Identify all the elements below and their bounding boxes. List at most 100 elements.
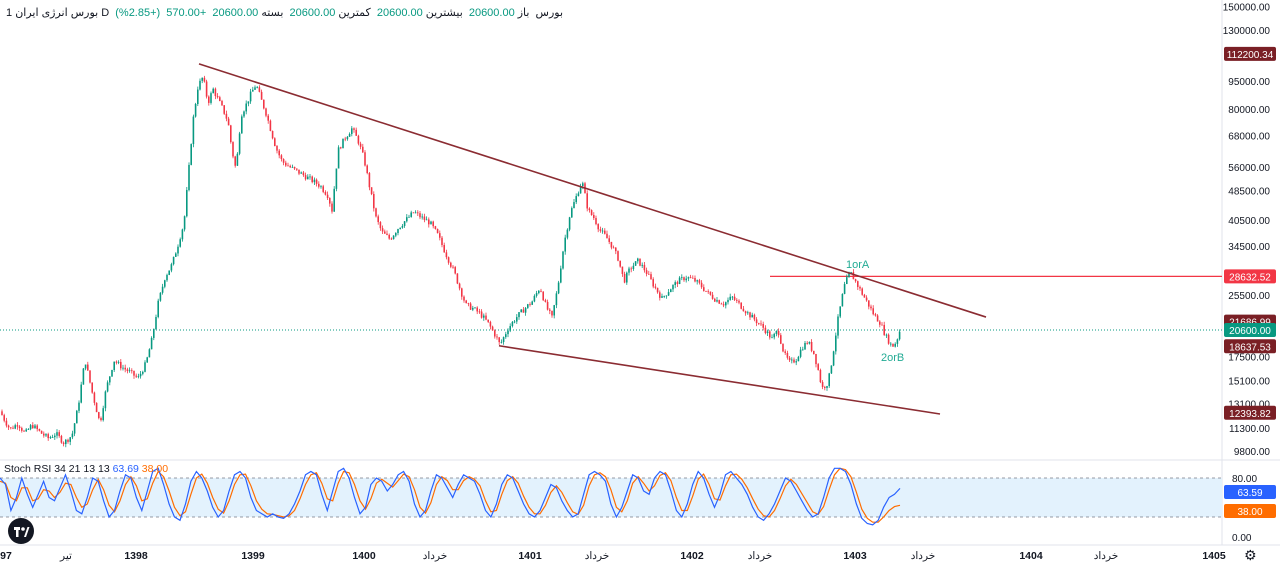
- price-tag: 28632.52: [1229, 272, 1271, 283]
- candle-body: [588, 208, 591, 211]
- candle-body: [18, 426, 21, 429]
- price-tag-bg: [1224, 322, 1276, 337]
- candle-body: [861, 288, 863, 295]
- candle-body: [436, 228, 439, 234]
- candle-body: [582, 183, 584, 187]
- candle-body: [714, 298, 716, 302]
- candle-body: [56, 432, 58, 436]
- wave-b-label[interactable]: 2orB: [881, 352, 904, 364]
- candle-body: [487, 319, 489, 322]
- stoch-rsi-legend[interactable]: Stoch RSI 34 21 13 13 63.69 38.00: [4, 463, 168, 475]
- candle-body: [771, 337, 773, 339]
- candle-body: [586, 193, 588, 209]
- candle-body: [276, 146, 278, 151]
- candle-body: [179, 239, 181, 247]
- candle-body: [293, 166, 296, 169]
- wave-a-label[interactable]: 1orA: [846, 259, 870, 271]
- candle-body: [786, 352, 789, 358]
- candle-body: [555, 293, 558, 306]
- candle-body: [370, 187, 373, 195]
- candle-body: [826, 386, 828, 388]
- candle-body: [883, 324, 885, 335]
- candle-body: [36, 425, 38, 430]
- candle-body: [124, 367, 126, 370]
- candle-body: [637, 258, 639, 262]
- trendline-upper-resistance[interactable]: [198, 63, 987, 318]
- candle-body: [87, 364, 89, 371]
- candle-body: [542, 291, 544, 301]
- candle-body: [351, 128, 353, 135]
- candle-body: [205, 81, 208, 97]
- candle-body: [687, 277, 690, 279]
- candle-body: [645, 270, 648, 274]
- candle-body: [128, 370, 131, 372]
- candle-body: [285, 162, 287, 166]
- price-tag: 18637.53: [1229, 342, 1271, 353]
- candle-body: [511, 321, 514, 327]
- candle-body: [799, 349, 802, 357]
- candle-body: [615, 247, 617, 252]
- candle-body: [38, 429, 41, 431]
- candle-body: [183, 216, 186, 230]
- time-axis-label: 1404: [1019, 550, 1043, 562]
- candle-body: [551, 310, 553, 316]
- trendline-lower-support[interactable]: [498, 344, 941, 415]
- candle-body: [403, 221, 406, 226]
- candle-body: [549, 309, 551, 311]
- candle-body: [692, 277, 694, 279]
- candle-body: [186, 190, 188, 217]
- candle-body: [674, 282, 676, 286]
- candle-body: [133, 370, 135, 376]
- candle-body: [170, 264, 173, 271]
- candle-body: [705, 290, 707, 292]
- interval-label[interactable]: 1D: [6, 7, 110, 19]
- candle-body: [25, 429, 27, 432]
- candle-body: [520, 309, 522, 313]
- settings-gear-icon[interactable]: ⚙: [1244, 547, 1257, 563]
- symbol-name[interactable]: بورس انرژی ایران: [15, 7, 99, 19]
- candle-body: [326, 194, 329, 198]
- candle-body: [98, 412, 100, 419]
- candle-body: [142, 371, 144, 374]
- candle-body: [485, 315, 487, 320]
- candle-body: [828, 373, 830, 387]
- candle-body: [698, 280, 701, 283]
- candle-body: [648, 273, 650, 275]
- candle-body: [848, 272, 850, 278]
- candle-body: [45, 434, 47, 436]
- candle-body: [751, 314, 753, 318]
- candle-body: [95, 402, 98, 413]
- tradingview-logo-icon[interactable]: [8, 518, 34, 544]
- candle-body: [835, 335, 837, 352]
- change-value: +570.00: [166, 7, 207, 19]
- candle-body: [155, 317, 157, 330]
- candle-body: [32, 425, 34, 429]
- price-tick-label: 15100.00: [1228, 377, 1270, 388]
- candle-body: [417, 212, 419, 214]
- candle-body: [496, 336, 498, 338]
- candle-body: [711, 294, 714, 299]
- candle-body: [34, 425, 36, 429]
- candle-body: [846, 277, 848, 285]
- candle-body: [758, 323, 760, 324]
- stoch-axis-80: 80.00: [1232, 474, 1257, 485]
- candle-body: [397, 229, 399, 234]
- candle-body: [643, 264, 646, 271]
- candle-body: [841, 293, 844, 307]
- candle-body: [120, 361, 122, 369]
- candle-body: [775, 330, 778, 334]
- stoch-d-tag-bg: [1224, 504, 1276, 518]
- candle-body: [599, 229, 602, 231]
- low-value: 20600.00: [289, 7, 336, 19]
- candle-body: [355, 129, 357, 136]
- time-axis-label: خرداد: [423, 550, 448, 562]
- candle-body: [608, 238, 610, 242]
- candle-body: [245, 103, 247, 112]
- candle-body: [806, 342, 808, 344]
- candle-body: [392, 235, 395, 240]
- candle-body: [5, 420, 8, 426]
- candle-body: [458, 283, 461, 289]
- price-tick-label: 9800.00: [1234, 447, 1271, 458]
